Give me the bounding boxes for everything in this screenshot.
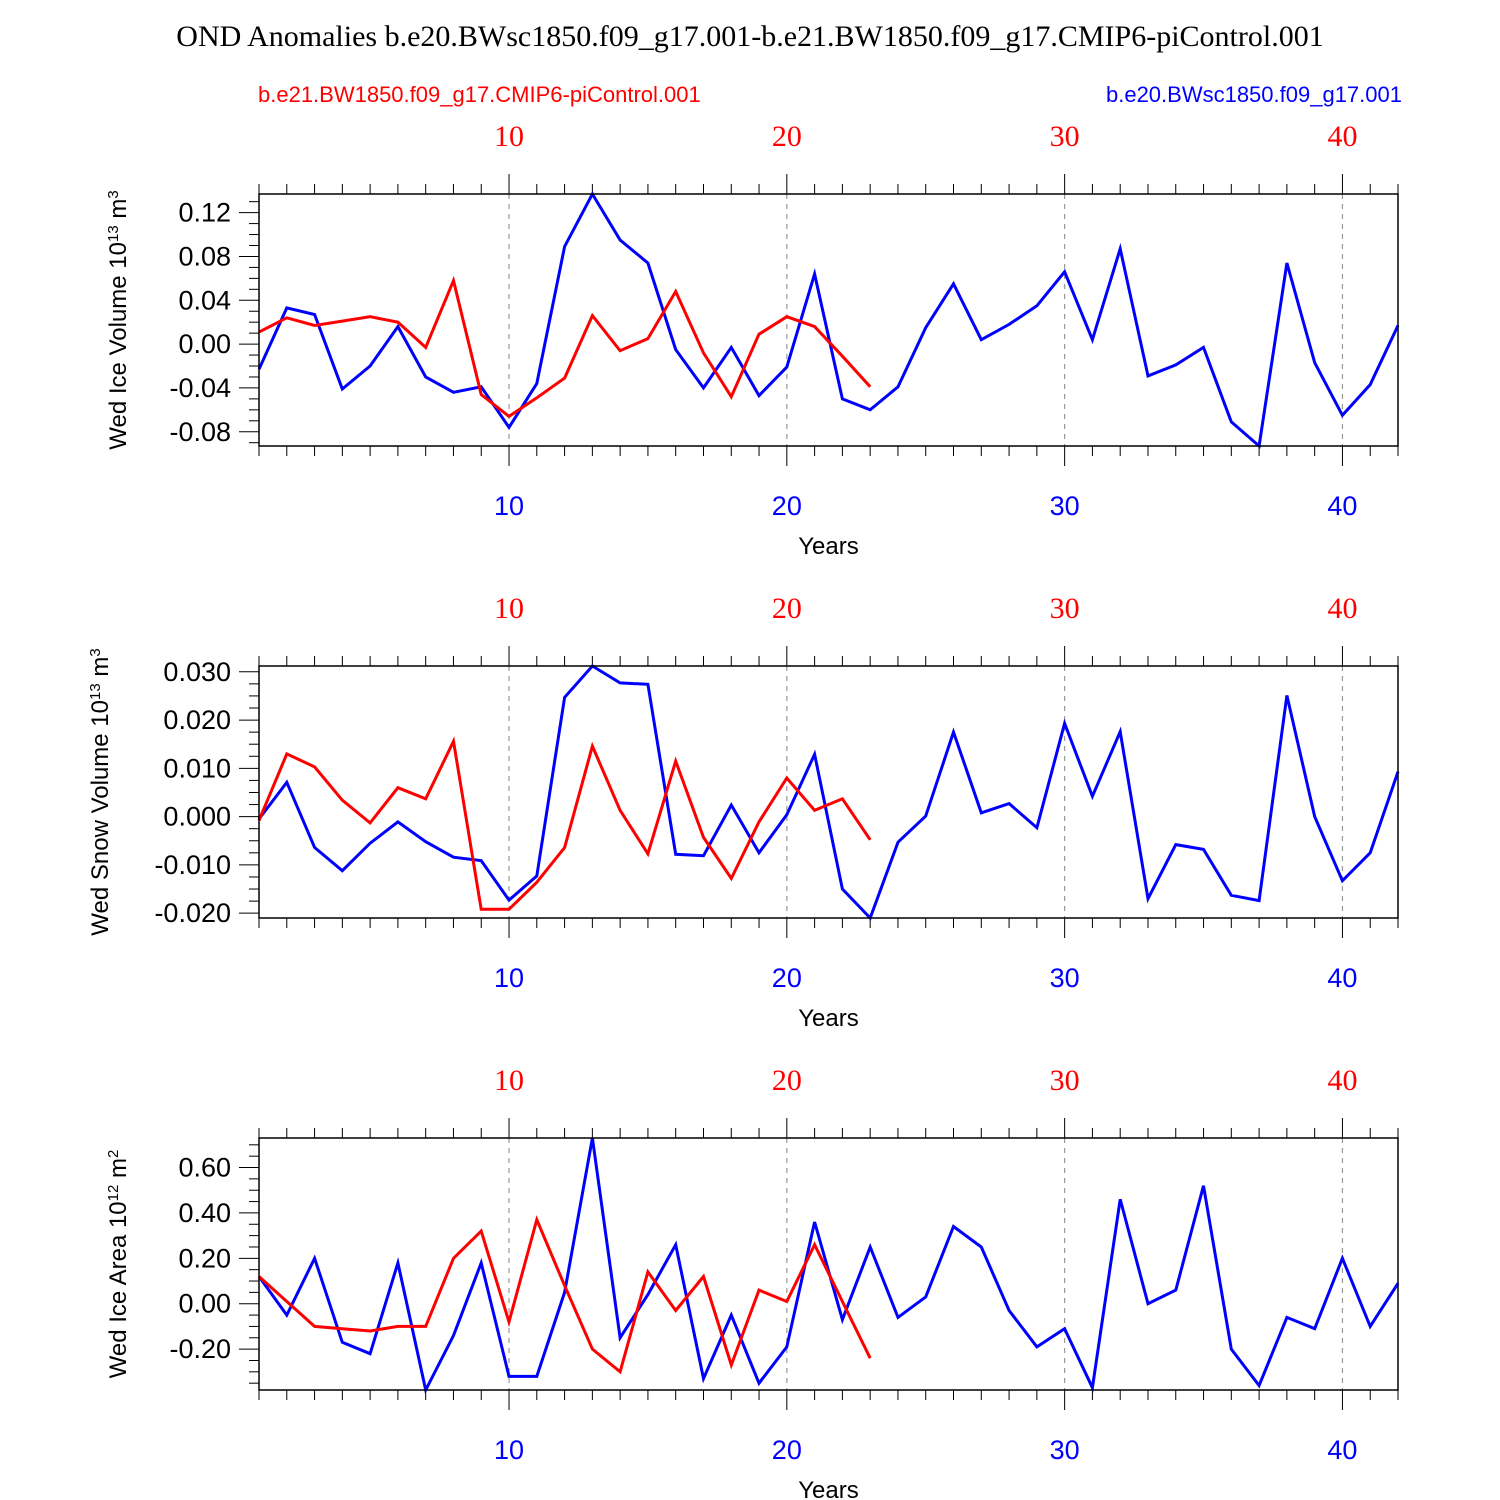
series-line-blue bbox=[257, 190, 1400, 449]
x-axis-label: Years bbox=[798, 1005, 859, 1032]
series-line-red bbox=[257, 736, 872, 911]
x-tick-label-top: 20 bbox=[772, 592, 802, 625]
x-tick-label-top: 20 bbox=[772, 120, 802, 153]
y-axis-label-superscript: 3 bbox=[105, 190, 122, 198]
y-tick-label: -0.08 bbox=[169, 417, 231, 447]
x-tick-label-top: 40 bbox=[1327, 1064, 1357, 1097]
y-tick-label: 0.00 bbox=[178, 329, 231, 359]
y-tick-label: 0.00 bbox=[178, 1289, 231, 1319]
x-tick-label-top: 10 bbox=[494, 592, 524, 625]
x-tick-label-top: 30 bbox=[1050, 592, 1080, 625]
chart-panel-2: -0.020 -0.010 0.000 0.010 0.020 0.030 10 10 20 20… bbox=[87, 592, 1400, 1032]
y-tick-label: 0.40 bbox=[178, 1198, 231, 1228]
y-tick-label: 0.000 bbox=[163, 802, 231, 832]
x-tick-label-bottom: 40 bbox=[1327, 491, 1357, 521]
x-tick-label-bottom: 30 bbox=[1050, 491, 1080, 521]
y-tick-label: 0.04 bbox=[178, 285, 231, 315]
x-tick-label-top: 10 bbox=[494, 1064, 524, 1097]
x-tick-label-top: 40 bbox=[1327, 592, 1357, 625]
y-axis-label-superscript: 12 bbox=[105, 1185, 122, 1202]
y-tick-label: -0.20 bbox=[169, 1334, 231, 1364]
legend-left-label: b.e21.BW1850.f09_g17.CMIP6-piControl.001 bbox=[258, 82, 701, 107]
plot-frame bbox=[258, 1137, 1399, 1391]
chart-panel-3: -0.20 0.00 0.20 0.40 0.60 10 10 20 20 30 30 40 40 Yea… bbox=[105, 1064, 1400, 1500]
x-tick-label-top: 40 bbox=[1327, 120, 1357, 153]
x-tick-label-top: 10 bbox=[494, 120, 524, 153]
x-tick-label-bottom: 40 bbox=[1327, 963, 1357, 993]
x-tick-label-bottom: 20 bbox=[772, 491, 802, 521]
y-axis-label-part: m bbox=[105, 1158, 132, 1185]
y-axis-label-part: Wed Snow Volume 10 bbox=[87, 700, 114, 936]
x-tick-label-top: 30 bbox=[1050, 1064, 1080, 1097]
chart-panel-1: -0.08 -0.04 0.00 0.04 0.08 0.12 10 10 20 20 30 30 40… bbox=[105, 120, 1400, 560]
chart-title: OND Anomalies b.e20.BWsc1850.f09_g17.001… bbox=[176, 20, 1323, 53]
y-tick-label: 0.20 bbox=[178, 1243, 231, 1273]
panels: -0.08 -0.04 0.00 0.04 0.08 0.12 10 10 20 20 30 30 40… bbox=[87, 120, 1400, 1500]
legend-right-label: b.e20.BWsc1850.f09_g17.001 bbox=[1106, 82, 1402, 107]
x-tick-label-bottom: 10 bbox=[494, 1435, 524, 1465]
x-axis-label: Years bbox=[798, 1477, 859, 1500]
y-tick-label: -0.010 bbox=[154, 850, 231, 880]
plot-frame bbox=[258, 665, 1399, 919]
y-axis-label-superscript: 13 bbox=[87, 683, 104, 700]
y-axis-label-superscript: 2 bbox=[105, 1150, 122, 1158]
y-axis-label-part: m bbox=[105, 199, 132, 226]
series-line-blue bbox=[257, 1137, 1400, 1395]
y-axis-label: Wed Ice Volume 1013 m3 bbox=[105, 190, 133, 449]
y-tick-label: 0.030 bbox=[163, 657, 231, 687]
y-axis-label-part: Wed Ice Area 10 bbox=[105, 1201, 132, 1378]
y-tick-label: 0.12 bbox=[178, 198, 231, 228]
x-tick-label-bottom: 40 bbox=[1327, 1435, 1357, 1465]
y-tick-label: 0.010 bbox=[163, 753, 231, 783]
x-tick-label-bottom: 10 bbox=[494, 491, 524, 521]
x-axis-label: Years bbox=[798, 533, 859, 560]
y-tick-label: -0.020 bbox=[154, 898, 231, 928]
y-tick-label: 0.08 bbox=[178, 241, 231, 271]
y-tick-label: 0.020 bbox=[163, 705, 231, 735]
y-axis-label-superscript: 13 bbox=[105, 225, 122, 242]
y-tick-label: -0.04 bbox=[169, 373, 231, 403]
series-line-blue bbox=[257, 664, 1400, 921]
y-axis-label: Wed Ice Area 1012 m2 bbox=[105, 1150, 133, 1379]
y-axis-label-part: Wed Ice Volume 10 bbox=[105, 242, 132, 450]
x-tick-label-bottom: 30 bbox=[1050, 1435, 1080, 1465]
series-line-red bbox=[257, 1215, 872, 1375]
x-tick-label-bottom: 30 bbox=[1050, 963, 1080, 993]
x-tick-label-bottom: 20 bbox=[772, 1435, 802, 1465]
x-tick-label-top: 20 bbox=[772, 1064, 802, 1097]
y-axis-label-part: m bbox=[87, 657, 114, 684]
y-axis-label-superscript: 3 bbox=[87, 648, 104, 656]
y-tick-label: 0.60 bbox=[178, 1153, 231, 1183]
x-tick-label-top: 30 bbox=[1050, 120, 1080, 153]
y-axis-label: Wed Snow Volume 1013 m3 bbox=[87, 648, 115, 935]
plot-frame bbox=[258, 193, 1399, 447]
series-line-red bbox=[258, 275, 872, 419]
x-tick-label-bottom: 10 bbox=[494, 963, 524, 993]
x-tick-label-bottom: 20 bbox=[772, 963, 802, 993]
